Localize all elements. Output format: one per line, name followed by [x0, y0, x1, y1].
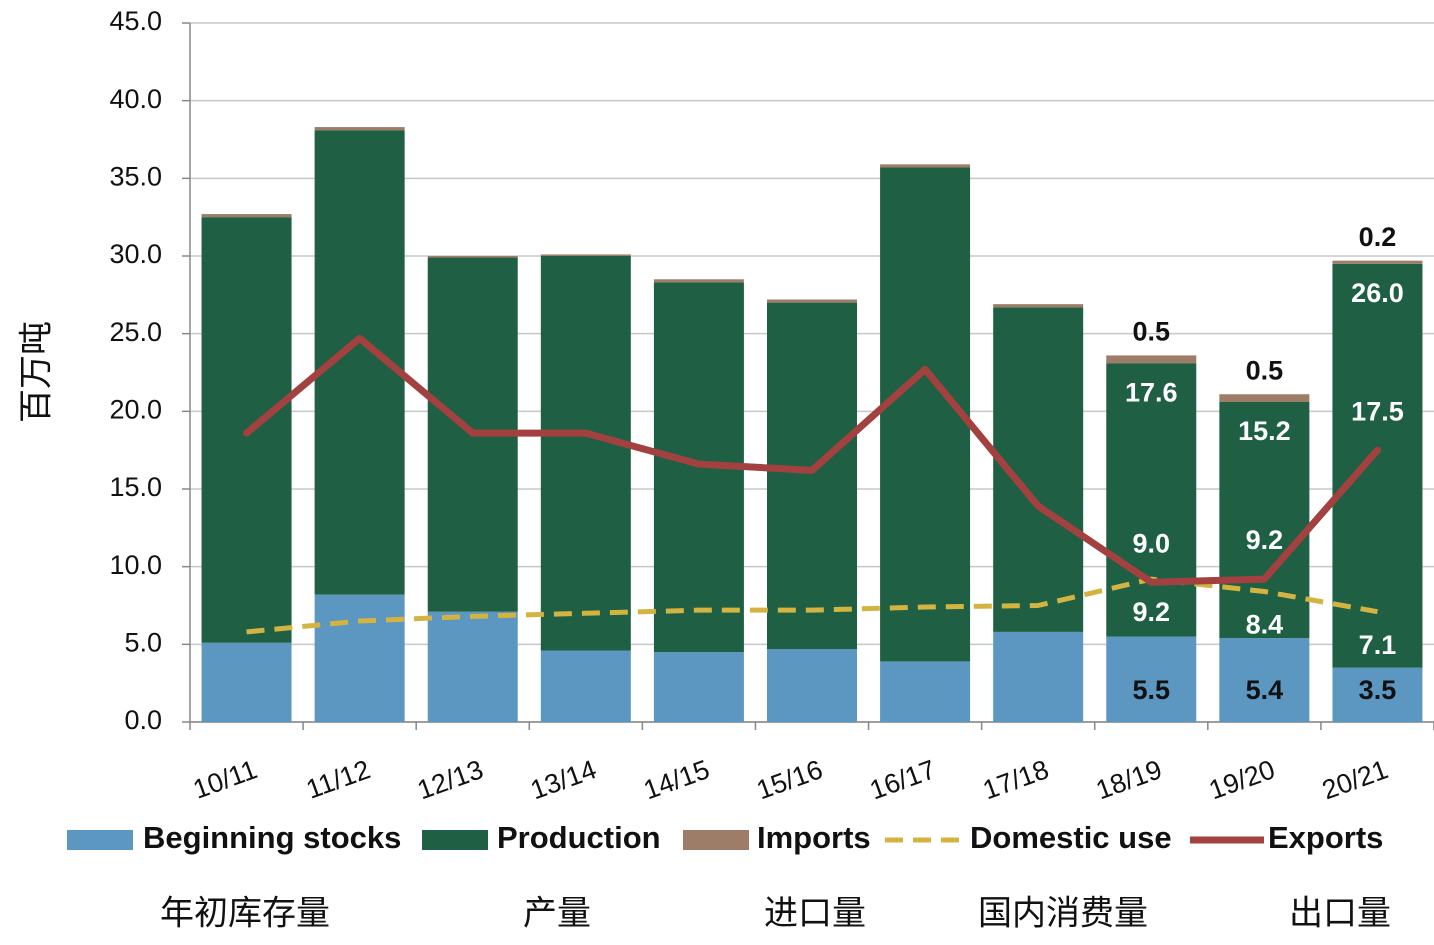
data-label: 3.5 — [1359, 675, 1397, 705]
y-tick-label: 40.0 — [109, 84, 162, 114]
y-tick-label: 10.0 — [109, 550, 162, 580]
data-label: 0.5 — [1246, 355, 1284, 385]
bar-segment — [880, 661, 971, 722]
data-label: 5.4 — [1246, 675, 1284, 705]
x-tick-label: 14/15 — [640, 754, 714, 805]
bar-segment — [314, 127, 405, 131]
y-tick-label: 15.0 — [109, 472, 162, 502]
bar-segment — [1332, 260, 1423, 264]
bar-segment — [993, 631, 1084, 722]
bar-segment — [314, 594, 405, 722]
data-label: 8.4 — [1246, 610, 1284, 640]
x-tick-label: 12/13 — [413, 754, 487, 805]
bar-segment — [993, 304, 1084, 308]
y-tick-label: 0.0 — [124, 705, 162, 735]
legend-swatch — [683, 830, 749, 850]
x-tick-label: 10/11 — [189, 754, 261, 805]
bar-segment — [540, 256, 631, 651]
y-axis-label: 百万吨 — [17, 321, 57, 423]
x-tick-label: 11/12 — [302, 754, 374, 805]
data-label: 17.6 — [1125, 377, 1178, 407]
legend-label-cn: 国内消费量 — [978, 894, 1148, 934]
data-label: 0.2 — [1359, 222, 1397, 252]
legend-swatch — [422, 830, 488, 850]
data-label: 15.2 — [1238, 416, 1291, 446]
legend-label: Domestic use — [970, 820, 1172, 855]
x-tick-label: 15/16 — [753, 754, 827, 805]
bar-segment — [1332, 667, 1423, 722]
legend-swatch — [67, 830, 133, 850]
data-label: 7.1 — [1359, 630, 1397, 660]
x-tick-label: 17/18 — [979, 754, 1053, 805]
data-label: 26.0 — [1351, 278, 1404, 308]
y-tick-label: 35.0 — [109, 161, 162, 191]
bar-segment — [427, 256, 518, 258]
bar-segment — [540, 650, 631, 722]
data-label: 5.5 — [1132, 675, 1170, 705]
bar-segment — [427, 611, 518, 722]
x-tick-label: 19/20 — [1205, 754, 1279, 805]
legend-label: Beginning stocks — [143, 820, 401, 855]
legend-label-cn: 年初库存量 — [160, 894, 330, 934]
bar-segment — [201, 642, 292, 722]
data-label: 17.5 — [1351, 396, 1404, 426]
bar-segment — [1106, 636, 1197, 722]
bar-segment — [540, 254, 631, 256]
legend-label: Imports — [757, 820, 871, 855]
data-label: 0.5 — [1132, 317, 1170, 347]
x-tick-label: 13/14 — [527, 754, 601, 805]
legend-label: Production — [497, 820, 661, 855]
y-tick-label: 20.0 — [109, 394, 162, 424]
x-tick-label: 20/21 — [1318, 754, 1392, 805]
bar-segment — [1219, 394, 1310, 403]
series-line — [243, 334, 1381, 586]
bar-segment — [653, 652, 744, 722]
bar-segment — [767, 299, 857, 303]
bar-segment — [767, 648, 857, 722]
legend-label-cn: 产量 — [523, 894, 591, 934]
y-tick-label: 5.0 — [124, 627, 162, 657]
y-tick-label: 45.0 — [109, 6, 162, 36]
data-label: 9.2 — [1132, 597, 1170, 627]
bar-segment — [201, 214, 292, 218]
bar-segment — [1106, 363, 1197, 637]
legend-label: Exports — [1268, 820, 1383, 855]
y-tick-label: 30.0 — [109, 239, 162, 269]
y-tick-label: 25.0 — [109, 317, 162, 347]
bar-segment — [653, 279, 744, 283]
bar-segment — [1332, 263, 1423, 668]
data-label: 9.2 — [1246, 525, 1284, 555]
bar-segment — [1219, 638, 1310, 722]
bar-segment — [880, 167, 971, 662]
bar-segment — [767, 302, 857, 649]
series-line — [246, 576, 1378, 635]
x-tick-label: 16/17 — [866, 754, 940, 805]
legend-label-cn: 出口量 — [1289, 894, 1391, 934]
bar-segment — [1106, 355, 1197, 364]
data-label: 9.0 — [1132, 528, 1170, 558]
x-tick-label: 18/19 — [1092, 754, 1166, 805]
legend-label-cn: 进口量 — [764, 894, 866, 934]
bar-segment — [880, 164, 971, 168]
